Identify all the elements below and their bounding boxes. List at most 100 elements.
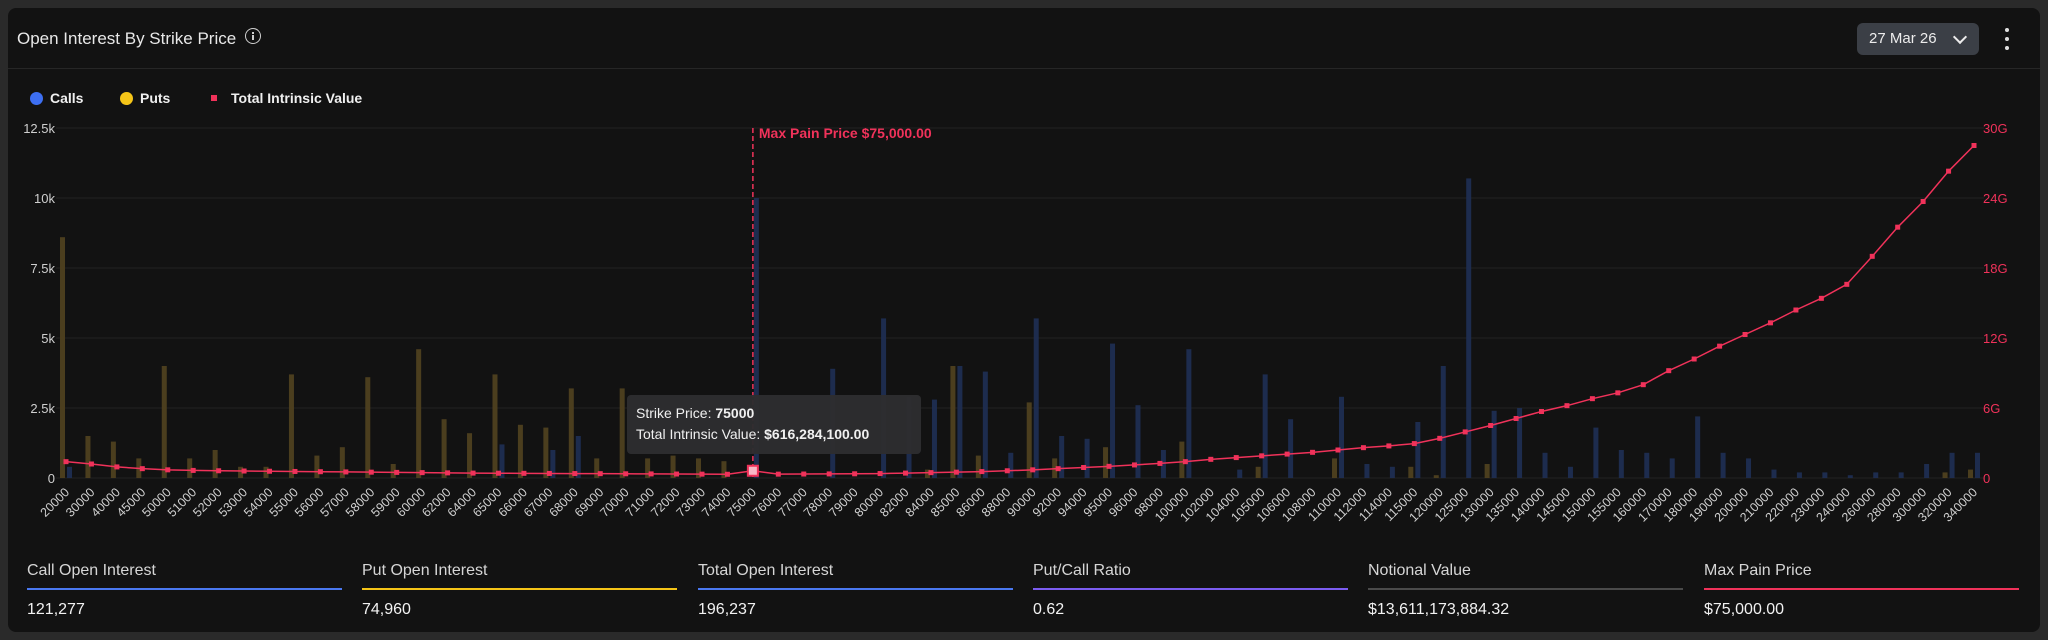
call-bar [1669,458,1675,478]
call-bar [1542,452,1548,478]
stat-underline [698,588,1013,590]
put-bar [670,455,676,478]
tiv-point [1971,143,1977,148]
legend-puts-label: Puts [140,90,171,106]
stat-underline [27,588,342,590]
tiv-point [801,471,807,477]
put-bar [238,466,244,478]
put-bar [1968,469,1973,478]
tiv-point [1717,343,1723,349]
call-bar [931,399,937,478]
call-bar [1084,438,1090,478]
put-bar [1255,466,1261,478]
y-left-tick-label: 10k [34,191,55,206]
tiv-point [1946,168,1952,174]
tiv-point [903,470,909,476]
call-bar [550,450,556,478]
tiv-point [1131,462,1137,468]
info-icon[interactable] [245,28,261,44]
stat-value: $75,000.00 [1704,601,1785,618]
stat-label: Max Pain Price [1704,562,1812,579]
tiv-point [826,471,832,477]
call-bar [1822,472,1828,478]
put-bar [263,466,269,478]
put-bar [212,450,218,478]
tiv-point [521,470,527,476]
call-bar [1440,366,1446,478]
stat-underline [1033,588,1348,590]
tooltip-strike: Strike Price: 75000 [636,405,755,421]
tiv-point [419,470,425,476]
call-bar [1873,472,1879,478]
call-bar [1186,349,1192,478]
more-options-icon[interactable] [2002,26,2012,52]
tiv-point [292,468,298,474]
put-bar [619,388,625,478]
put-bar [1332,458,1337,478]
stat-label: Notional Value [1368,562,1471,579]
put-bar [161,366,167,478]
y-right-tick-label: 30G [1983,121,2008,136]
put-bar [60,237,65,478]
tooltip-tiv: Total Intrinsic Value: $616,284,100.00 [636,426,869,442]
stat-label: Put/Call Ratio [1033,562,1131,579]
call-bar [1059,436,1065,478]
put-bar [975,455,981,478]
tiv-point [1157,460,1163,466]
tiv-point [1055,466,1061,472]
call-bar [1262,374,1268,478]
tiv-point [216,468,222,474]
tiv-point [1589,396,1595,402]
tiv-point [1691,356,1697,362]
put-bar [721,461,727,478]
put-bar [85,436,91,478]
tiv-point [623,471,629,477]
put-bar [339,447,345,478]
put-bar [416,349,422,478]
y-right-tick-label: 12G [1983,331,2008,346]
tiv-point [928,470,934,476]
stat-value: 121,277 [27,601,85,618]
tiv-point [317,469,323,475]
put-bar [467,433,473,478]
expiry-date-dropdown[interactable]: 27 Mar 26 [1857,23,1979,55]
call-bar [1466,178,1472,478]
y-right-tick-label: 0 [1983,471,1990,486]
legend-calls[interactable]: Calls [30,88,83,108]
call-bar [753,198,759,478]
put-bar [1408,466,1414,478]
y-left-tick-label: 0 [48,471,55,486]
tiv-point [1564,403,1570,409]
tiv-point [1030,467,1036,473]
tiv-highlight-point [746,464,759,477]
tiv-point [1259,453,1265,459]
tiv-point [114,464,120,470]
tiv-point [165,467,171,473]
call-bar [1796,472,1802,478]
chart-title: Open Interest By Strike Price [17,29,237,48]
tiv-point [495,470,501,476]
y-left-tick-label: 2.5k [30,401,55,416]
call-bar [1847,475,1853,478]
legend-total-intrinsic-value[interactable]: Total Intrinsic Value [211,88,362,108]
tiv-point [1869,253,1875,259]
y-right-tick-label: 18G [1983,261,2008,276]
y-left-tick-label: 7.5k [30,261,55,276]
put-bar [1433,475,1439,478]
tiv-point [394,469,400,475]
call-bar [1593,427,1599,478]
put-bar [390,464,396,478]
tiv-point [1081,465,1087,470]
call-bar [1135,405,1141,478]
call-bar [1288,419,1294,478]
call-bar [1008,452,1014,478]
tiv-point [88,461,94,467]
stat-value: 196,237 [698,601,756,618]
tiv-line [65,144,1975,476]
call-bar [1771,469,1777,478]
legend-puts[interactable]: Puts [120,88,170,108]
stat-underline [362,588,677,590]
tiv-point [979,469,985,475]
put-bar [594,458,600,478]
open-interest-chart[interactable]: 0 2.5k 5k 7.5k 10k 12.5k 0 6G 12G 18G 24G 30G Max Pa… [8,8,2040,558]
